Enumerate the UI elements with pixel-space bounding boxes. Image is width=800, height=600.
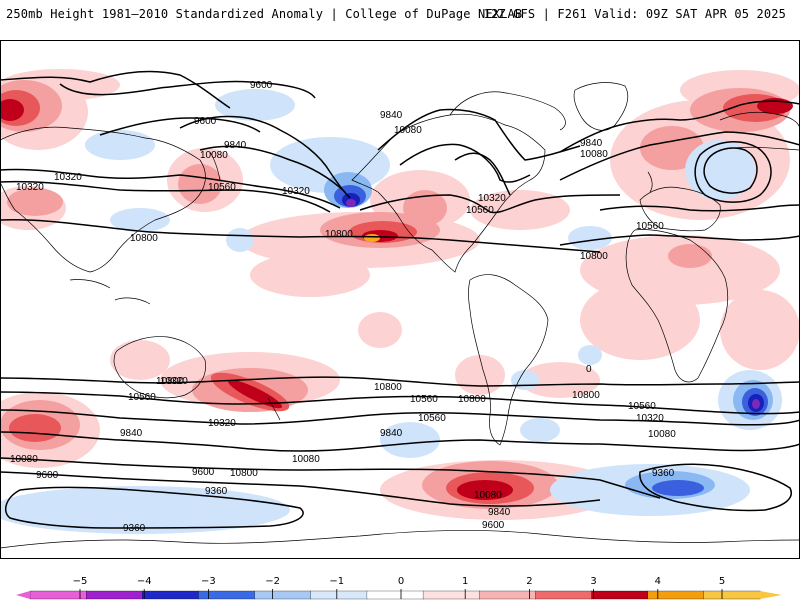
legend-tick-label: −5 (73, 576, 88, 587)
contour-label: 9600 (36, 470, 59, 481)
contour-label: 10080 (394, 125, 422, 136)
contour-label: 10800 (458, 394, 486, 405)
contour-label: 10800 (230, 468, 258, 479)
legend-tick-label: 2 (526, 576, 532, 587)
legend-swatch (591, 590, 649, 600)
contour-label: 10320 (54, 172, 82, 183)
contour-label: 10800 (325, 229, 353, 240)
contour-label: 9360 (205, 486, 228, 497)
legend-right-arrow (760, 591, 782, 599)
contour-label: 10560 (410, 394, 438, 405)
legend-tick-label: −4 (137, 576, 152, 587)
legend-tick-label: −3 (201, 576, 216, 587)
contour-label: 10320 (208, 418, 236, 429)
contour-label: 10080 (292, 454, 320, 465)
legend-swatch (422, 590, 480, 600)
run-info: 12Z GFS | F261 Valid: 09Z SAT APR 05 202… (483, 7, 786, 21)
contour-label: 10800 (580, 251, 608, 262)
legend-swatch (479, 590, 537, 600)
contour-label: 10560 (466, 205, 494, 216)
contour-label: 10320 (160, 376, 188, 387)
legend-swatch (535, 590, 593, 600)
legend-swatch (254, 590, 312, 600)
legend-swatch (647, 590, 705, 600)
legend-swatch (86, 590, 143, 600)
legend-tick-label: 3 (590, 576, 596, 587)
anomaly-shading (0, 69, 800, 534)
contour-label: 10800 (374, 382, 402, 393)
legend-swatch (198, 590, 256, 600)
contour-label: 9840 (488, 507, 511, 518)
contour-label: 9840 (224, 140, 247, 151)
legend-tick-label: 1 (462, 576, 468, 587)
contour-label: 10080 (580, 149, 608, 160)
legend-swatch (29, 590, 87, 600)
contour-label: 10080 (648, 429, 676, 440)
contour-label: 10320 (282, 186, 310, 197)
contour-label: 10560 (418, 413, 446, 424)
legend-ticks: −5 −4 −3 −2 −1 0 1 2 3 4 5 (73, 576, 725, 599)
header: 250mb Height 1981–2010 Standardized Anom… (0, 0, 800, 40)
contour-label: 10080 (474, 490, 502, 501)
contour-label: 9600 (194, 116, 217, 127)
contour-label: 10560 (636, 221, 664, 232)
contour-label: 9840 (380, 110, 403, 121)
contour-label: 10320 (478, 193, 506, 204)
legend-tick-label: 0 (398, 576, 404, 587)
legend-tick-label: 4 (655, 576, 661, 587)
contour-labels: 9600 9600 9840 9840 10080 10080 10320 10… (10, 80, 676, 534)
contour-label: 10800 (130, 233, 158, 244)
contour-label: 9360 (123, 523, 146, 534)
map-title: 250mb Height 1981–2010 Standardized Anom… (6, 7, 523, 21)
anomaly-legend: −5 −4 −3 −2 −1 0 1 2 3 4 5 (16, 576, 782, 600)
legend-swatch (366, 590, 424, 600)
contour-label: 0 (586, 364, 592, 375)
contour-label: 9840 (120, 428, 143, 439)
legend-swatch (142, 590, 200, 600)
contour-label: 10560 (128, 392, 156, 403)
height-contours (0, 70, 800, 529)
contour-label: 9840 (580, 138, 603, 149)
contour-label: 10800 (572, 390, 600, 401)
legend-tick-label: −2 (265, 576, 280, 587)
legend-swatch (703, 590, 761, 600)
contour-label: 10800 (156, 376, 184, 387)
anomaly-map: 9600 9600 9840 9840 10080 10080 10320 10… (0, 40, 800, 559)
contour-label: 10560 (628, 401, 656, 412)
contour-label: 10320 (636, 413, 664, 424)
legend-swatch (310, 590, 368, 600)
contour-label: 9360 (652, 468, 675, 479)
contour-label: 10080 (200, 150, 228, 161)
contour-label: 9600 (192, 467, 215, 478)
contour-label: 9600 (250, 80, 273, 91)
legend-colorbar (16, 590, 782, 600)
contour-label: 9840 (380, 428, 403, 439)
legend-tick-label: −1 (329, 576, 344, 587)
contour-label: 10320 (16, 182, 44, 193)
contour-label: 10560 (208, 182, 236, 193)
legend-tick-label: 5 (719, 576, 725, 587)
contour-label: 10080 (10, 454, 38, 465)
legend-left-arrow (16, 591, 30, 599)
contour-label: 9600 (482, 520, 505, 531)
